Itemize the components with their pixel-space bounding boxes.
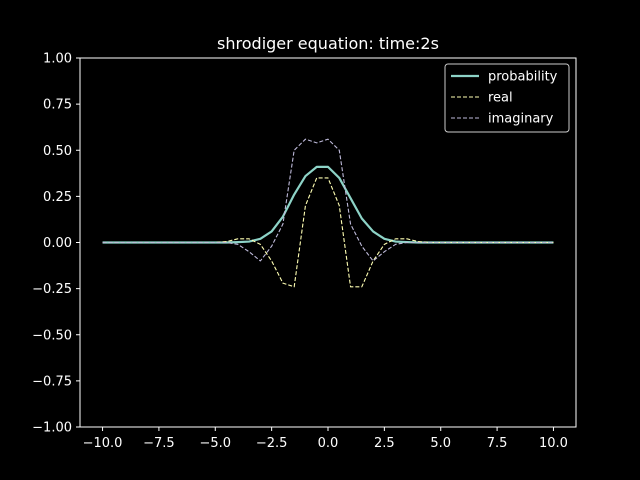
plot-area	[102, 138, 554, 288]
y-tick-label: 0.50	[43, 144, 72, 159]
axes: −10.0 −7.5 −5.0 −2.5 0.0 2.5 5.0 7.5 10.0 1.00 0.7…	[32, 52, 577, 451]
x-tick-label: −7.5	[143, 436, 175, 451]
y-tick-label: −0.25	[32, 282, 72, 297]
series-line-imaginary	[102, 138, 554, 262]
y-tick-label: 0.00	[43, 236, 72, 251]
y-tick-label: −0.75	[32, 374, 72, 389]
legend-label-probability: probability	[488, 70, 558, 85]
x-tick-label: −5.0	[199, 436, 231, 451]
y-tick-label: −1.00	[32, 421, 72, 436]
x-tick-label: 2.5	[374, 436, 395, 451]
legend-label-imaginary: imaginary	[488, 112, 554, 127]
legend: probability real imaginary	[444, 63, 570, 133]
y-tick-label: 1.00	[43, 52, 72, 67]
x-tick-label: 0.0	[318, 436, 339, 451]
x-tick-label: 5.0	[430, 436, 451, 451]
y-tick-label: −0.50	[32, 328, 72, 343]
legend-label-real: real	[488, 91, 513, 106]
chart-title: shrodiger equation: time:2s	[217, 34, 439, 53]
y-tick-label: 0.25	[43, 190, 72, 205]
x-tick-label: −2.5	[256, 436, 288, 451]
y-tick-label: 0.75	[43, 98, 72, 113]
x-tick-label: −10.0	[83, 436, 123, 451]
x-tick-label: 10.0	[539, 436, 568, 451]
legend-box	[444, 63, 570, 133]
x-tick-label: 7.5	[487, 436, 508, 451]
